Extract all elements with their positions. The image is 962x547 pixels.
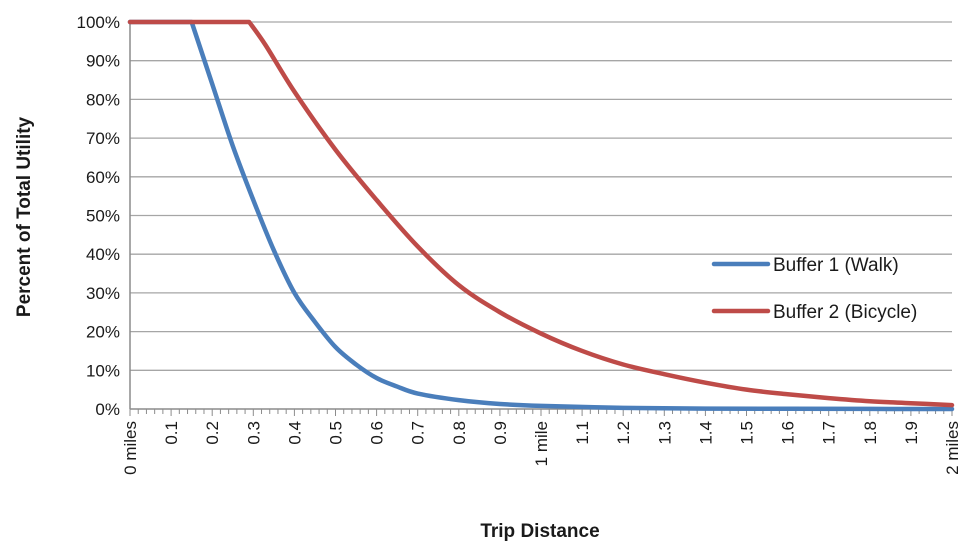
x-tick-label: 1.9 xyxy=(902,421,921,445)
series-lines xyxy=(127,19,955,412)
x-tick-label: 0.5 xyxy=(327,421,346,445)
x-tick-label: 1.1 xyxy=(573,421,592,445)
y-tick-label: 40% xyxy=(86,245,120,264)
y-tick-label: 20% xyxy=(86,323,120,342)
y-tick-label: 10% xyxy=(86,361,120,380)
x-tick-label: 0.7 xyxy=(409,421,428,445)
x-tick-label: 0.2 xyxy=(203,421,222,445)
x-tick-labels: 0 miles 0.1 0.2 0.3 0.4 0.5 0.6 0.7 0.8 0.9 1 mile… xyxy=(121,421,962,475)
x-tick-label: 1.4 xyxy=(696,421,715,445)
y-tick-label: 0% xyxy=(95,400,120,419)
axes xyxy=(129,22,953,416)
series-line-walk xyxy=(127,19,955,412)
x-tick-label: 2 miles xyxy=(943,421,962,475)
x-tick-label: 1.7 xyxy=(820,421,839,445)
series-line-bicycle xyxy=(127,19,955,408)
y-tick-label: 60% xyxy=(86,168,120,187)
legend: Buffer 1 (Walk) Buffer 2 (Bicycle) xyxy=(711,255,917,323)
y-tick-label: 70% xyxy=(86,129,120,148)
y-tick-label: 50% xyxy=(86,207,120,226)
x-tick-label: 0.4 xyxy=(285,421,304,445)
gridlines xyxy=(130,21,952,371)
legend-label-bicycle: Buffer 2 (Bicycle) xyxy=(773,302,917,323)
y-tick-label: 80% xyxy=(86,90,120,109)
legend-label-walk: Buffer 1 (Walk) xyxy=(773,255,899,276)
x-tick-label: 1.8 xyxy=(861,421,880,445)
x-tick-label: 1.5 xyxy=(738,421,757,445)
x-tick-label: 0.6 xyxy=(368,421,387,445)
x-tick-label: 0.8 xyxy=(450,421,469,445)
x-tick-label: 0.1 xyxy=(162,421,181,445)
y-axis-title: Percent of Total Utility xyxy=(14,116,35,317)
x-tick-label: 0 miles xyxy=(121,421,140,475)
x-tick-label: 1.6 xyxy=(779,421,798,445)
x-tick-label: 1 mile xyxy=(532,421,551,466)
x-axis-title: Trip Distance xyxy=(480,521,599,542)
y-tick-label: 90% xyxy=(86,52,120,71)
x-tick-label: 1.2 xyxy=(614,421,633,445)
x-tick-label: 0.9 xyxy=(491,421,510,445)
x-tick-label: 1.3 xyxy=(655,421,674,445)
y-tick-labels: 0% 10% 20% 30% 40% 50% 60% 70% 80% 90% 100% xyxy=(77,13,120,419)
y-tick-label: 100% xyxy=(77,13,120,32)
x-tick-label: 0.3 xyxy=(244,421,263,445)
y-tick-label: 30% xyxy=(86,284,120,303)
